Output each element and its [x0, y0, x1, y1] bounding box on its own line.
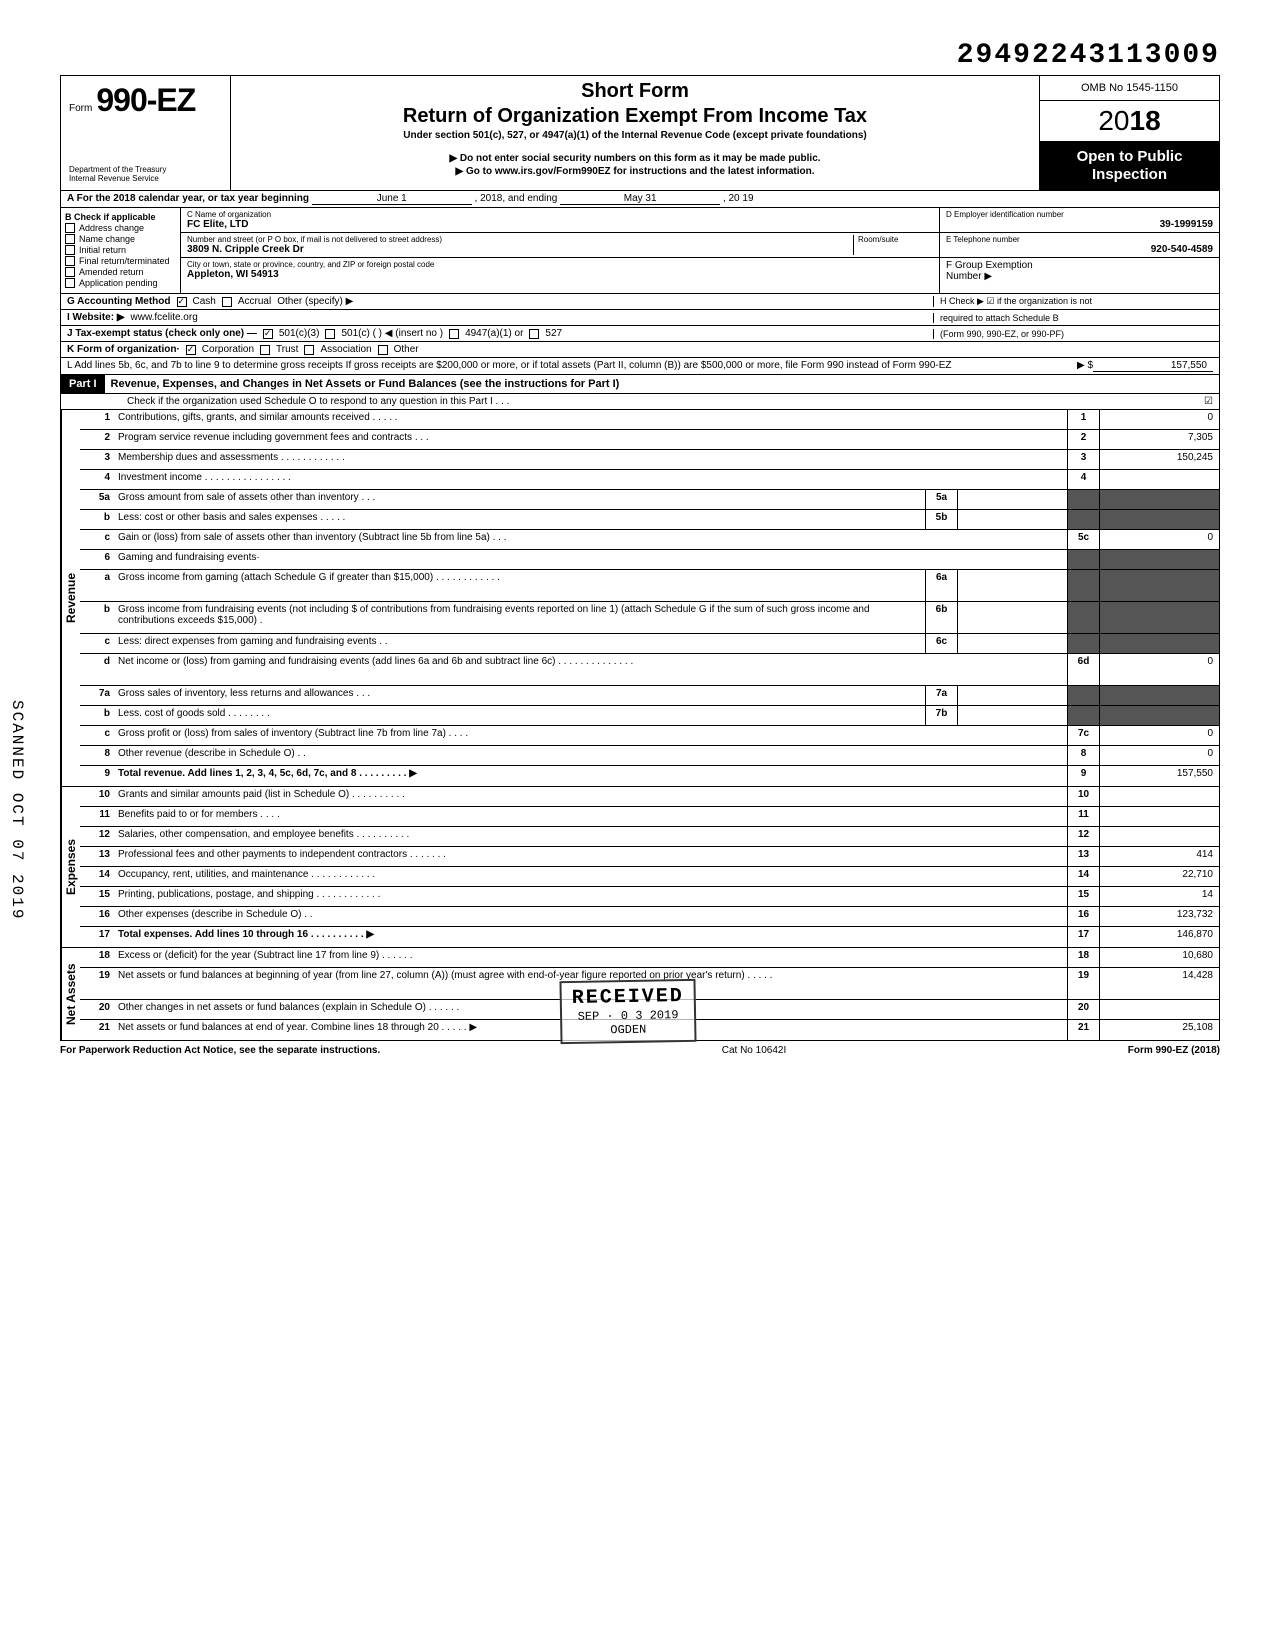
phone-value: 920-540-4589 [1151, 244, 1213, 255]
org-city: Appleton, WI 54913 [187, 269, 279, 280]
label-d-ein: D Employer identification number [946, 210, 1213, 219]
label-h-2: required to attach Schedule B [940, 313, 1059, 323]
netassets-label: Net Assets [61, 948, 80, 1040]
chk-527[interactable] [529, 329, 539, 339]
footer-right: Form 990-EZ (2018) [1128, 1045, 1220, 1056]
form-line-b: bLess. cost of goods sold . . . . . . . … [80, 706, 1219, 726]
label-city: City or town, state or province, country… [187, 260, 933, 269]
instruction-1: ▶ Do not enter social security numbers o… [239, 153, 1031, 164]
form-line-9: 9Total revenue. Add lines 1, 2, 3, 4, 5c… [80, 766, 1219, 786]
chk-501c3[interactable] [263, 329, 273, 339]
form-line-13: 13Professional fees and other payments t… [80, 847, 1219, 867]
form-line-15: 15Printing, publications, postage, and s… [80, 887, 1219, 907]
chk-501c[interactable] [325, 329, 335, 339]
form-number: 990-EZ [96, 82, 195, 119]
form-line-10: 10Grants and similar amounts paid (list … [80, 787, 1219, 807]
chk-app-pending[interactable] [65, 278, 75, 288]
form-line-17: 17Total expenses. Add lines 10 through 1… [80, 927, 1219, 947]
label-f-group: F Group Exemption [946, 260, 1033, 271]
label-addr: Number and street (or P O box, if mail i… [187, 235, 853, 244]
row-k-formorg: K Form of organization· Corporation Trus… [60, 342, 1220, 358]
form-line-b: bGross income from fundraising events (n… [80, 602, 1219, 634]
row-g-accounting: G Accounting Method Cash Accrual Other (… [60, 294, 1220, 310]
instruction-2: ▶ Go to www.irs.gov/Form990EZ for instru… [239, 166, 1031, 177]
website-value: www.fcelite.org [131, 312, 198, 323]
revenue-label: Revenue [61, 410, 80, 786]
chk-amended[interactable] [65, 267, 75, 277]
serial-number: 29492243113009 [60, 40, 1220, 71]
org-address: 3809 N. Cripple Creek Dr [187, 244, 304, 255]
label-h-1: H Check ▶ ☑ if the organization is not [940, 296, 1092, 306]
form-label-small: Form [69, 103, 92, 114]
chk-other[interactable] [378, 345, 388, 355]
row-a-taxyear: A For the 2018 calendar year, or tax yea… [60, 191, 1220, 208]
form-line-8: 8Other revenue (describe in Schedule O) … [80, 746, 1219, 766]
form-line-14: 14Occupancy, rent, utilities, and mainte… [80, 867, 1219, 887]
expenses-label: Expenses [61, 787, 80, 947]
form-line-18: 18Excess or (deficit) for the year (Subt… [80, 948, 1219, 968]
chk-trust[interactable] [260, 345, 270, 355]
return-title: Return of Organization Exempt From Incom… [239, 105, 1031, 128]
org-name: FC Elite, LTD [187, 219, 248, 230]
part1-checkline: Check if the organization used Schedule … [67, 396, 1198, 407]
scanned-side-stamp: SCANNED OCT 07 2019 [8, 700, 26, 920]
chk-initial-return[interactable] [65, 245, 75, 255]
chk-4947[interactable] [449, 329, 459, 339]
year-bold: 18 [1130, 105, 1161, 136]
form-line-b: bLess: cost or other basis and sales exp… [80, 510, 1219, 530]
year-prefix: 20 [1098, 105, 1129, 136]
form-line-11: 11Benefits paid to or for members . . . … [80, 807, 1219, 827]
form-line-d: dNet income or (loss) from gaming and fu… [80, 654, 1219, 686]
short-form-title: Short Form [239, 80, 1031, 103]
form-header: Form 990-EZ Department of the Treasury I… [60, 75, 1220, 191]
form-line-6: 6Gaming and fundraising events· [80, 550, 1219, 570]
col-b-checkboxes: B Check if applicable Address change Nam… [61, 208, 181, 293]
form-line-12: 12Salaries, other compensation, and empl… [80, 827, 1219, 847]
footer-left: For Paperwork Reduction Act Notice, see … [60, 1045, 380, 1056]
form-line-5a: 5aGross amount from sale of assets other… [80, 490, 1219, 510]
chk-assoc[interactable] [304, 345, 314, 355]
form-line-1: 1Contributions, gifts, grants, and simil… [80, 410, 1219, 430]
label-h-3: (Form 990, 990-EZ, or 990-PF) [940, 329, 1064, 339]
chk-accrual[interactable] [222, 297, 232, 307]
footer-mid: Cat No 10642I [722, 1045, 787, 1056]
label-e-phone: E Telephone number [946, 235, 1213, 244]
row-j-status: J Tax-exempt status (check only one) — 5… [60, 326, 1220, 342]
label-room: Room/suite [858, 235, 933, 244]
row-l-gross: L Add lines 5b, 6c, and 7b to line 9 to … [60, 358, 1220, 375]
row-i-website: I Website: ▶ www.fcelite.org required to… [60, 310, 1220, 326]
open-public-2: Inspection [1046, 166, 1213, 184]
chk-address-change[interactable] [65, 223, 75, 233]
part1-checked: ☑ [1204, 396, 1213, 407]
dept-line2: Internal Revenue Service [69, 175, 222, 184]
chk-cash[interactable] [177, 297, 187, 307]
chk-name-change[interactable] [65, 234, 75, 244]
form-line-16: 16Other expenses (describe in Schedule O… [80, 907, 1219, 927]
open-public-1: Open to Public [1046, 148, 1213, 166]
form-line-2: 2Program service revenue including gover… [80, 430, 1219, 450]
form-line-a: aGross income from gaming (attach Schedu… [80, 570, 1219, 602]
received-stamp: RECEIVED SEP · 0 3 2019 OGDEN [559, 979, 696, 1044]
form-line-3: 3Membership dues and assessments . . . .… [80, 450, 1219, 470]
part1-tag: Part I [61, 375, 105, 393]
part1-title: Revenue, Expenses, and Changes in Net As… [105, 376, 1219, 392]
label-f-number: Number ▶ [946, 271, 992, 282]
subheading: Under section 501(c), 527, or 4947(a)(1)… [239, 130, 1031, 141]
form-line-c: cGross profit or (loss) from sales of in… [80, 726, 1219, 746]
form-line-c: cGain or (loss) from sale of assets othe… [80, 530, 1219, 550]
form-line-7a: 7aGross sales of inventory, less returns… [80, 686, 1219, 706]
form-line-4: 4Investment income . . . . . . . . . . .… [80, 470, 1219, 490]
form-line-c: cLess: direct expenses from gaming and f… [80, 634, 1219, 654]
label-c: C Name of organization [187, 210, 933, 219]
chk-corp[interactable] [186, 345, 196, 355]
ein-value: 39-1999159 [1160, 219, 1213, 230]
gross-receipts-value: 157,550 [1093, 360, 1213, 372]
chk-final-return[interactable] [65, 256, 75, 266]
omb-number: OMB No 1545-1150 [1040, 76, 1219, 101]
